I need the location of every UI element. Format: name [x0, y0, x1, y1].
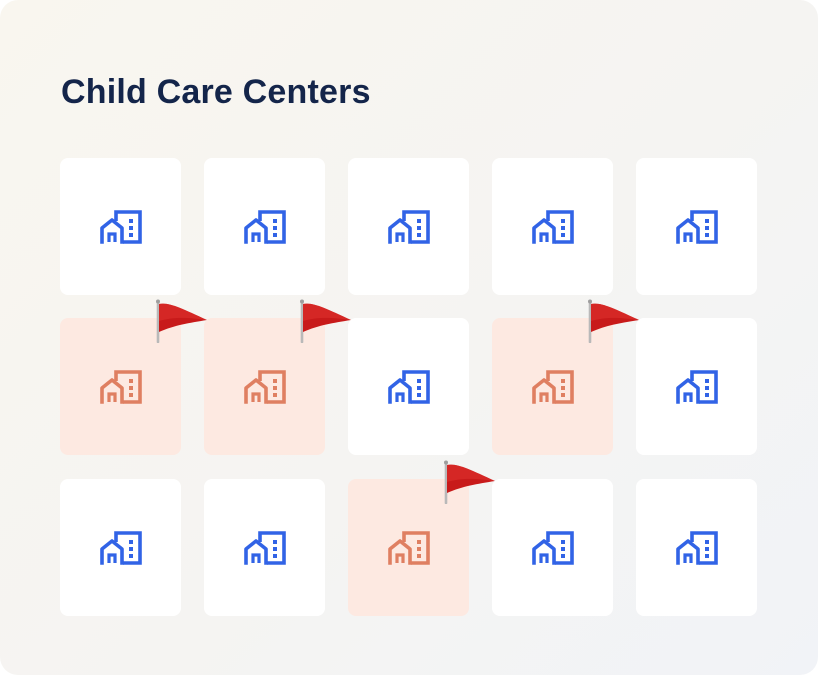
center-tile[interactable]	[492, 479, 613, 616]
center-tile[interactable]	[204, 479, 325, 616]
flagged-center-tile[interactable]	[492, 318, 613, 455]
center-tile[interactable]	[492, 158, 613, 295]
center-tile[interactable]	[348, 318, 469, 455]
center-tile[interactable]	[60, 479, 181, 616]
building-icon	[243, 530, 286, 565]
building-icon	[675, 369, 718, 404]
building-icon	[531, 530, 574, 565]
building-icon	[99, 530, 142, 565]
center-tile[interactable]	[348, 158, 469, 295]
building-icon	[243, 369, 286, 404]
building-icon	[243, 209, 286, 244]
center-tile[interactable]	[636, 318, 757, 455]
building-icon	[531, 369, 574, 404]
building-icon	[99, 369, 142, 404]
building-icon	[675, 530, 718, 565]
flagged-center-tile[interactable]	[60, 318, 181, 455]
page-title: Child Care Centers	[61, 73, 371, 111]
building-icon	[387, 530, 430, 565]
building-icon	[675, 209, 718, 244]
center-tile[interactable]	[636, 479, 757, 616]
building-icon	[387, 369, 430, 404]
center-tile[interactable]	[636, 158, 757, 295]
flagged-center-tile[interactable]	[204, 318, 325, 455]
building-icon	[531, 209, 574, 244]
center-tile[interactable]	[204, 158, 325, 295]
building-icon	[99, 209, 142, 244]
flagged-center-tile[interactable]	[348, 479, 469, 616]
center-tile[interactable]	[60, 158, 181, 295]
building-icon	[387, 209, 430, 244]
